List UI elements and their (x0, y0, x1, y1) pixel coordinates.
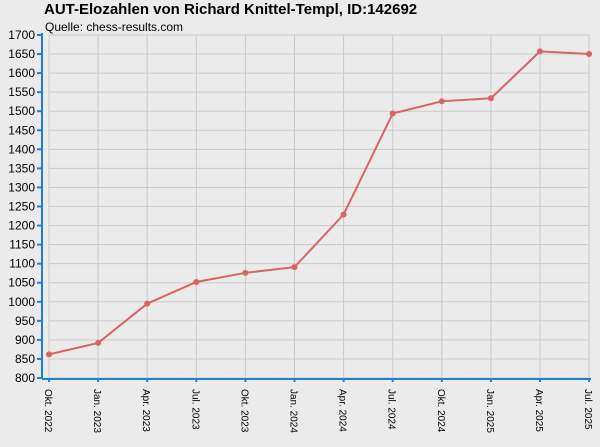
data-point (242, 269, 249, 276)
chart-source: Quelle: chess-results.com (45, 20, 184, 34)
x-tick-label: Jan. 2024 (288, 389, 299, 433)
y-tick-label: 800 (15, 371, 35, 385)
y-tick-label: 1400 (8, 142, 35, 156)
x-tick-label: Apr. 2025 (533, 389, 544, 432)
axis-layer: 800 850 900 950 1000 1050 1100 1150 1200 1250 1300… (8, 28, 593, 433)
data-point (537, 48, 543, 55)
y-tick-label: 1350 (8, 161, 35, 175)
data-point (487, 95, 494, 102)
data-point (340, 211, 347, 218)
data-point (193, 278, 200, 285)
data-point (291, 264, 298, 271)
y-tick-label: 1150 (9, 238, 35, 252)
y-tick-label: 1100 (9, 257, 35, 271)
data-point (438, 98, 445, 105)
y-tick-label: 1050 (8, 276, 35, 290)
y-tick-label: 900 (15, 333, 35, 347)
data-point (586, 51, 593, 58)
grid-layer (48, 34, 590, 379)
data-point (389, 110, 396, 117)
y-tick-label: 1200 (8, 219, 35, 233)
y-tick-label: 1700 (8, 28, 35, 42)
x-tick-label: Okt. 2023 (238, 389, 249, 433)
x-tick-label: Jan. 2023 (91, 389, 102, 433)
x-tick-label: Okt. 2024 (435, 389, 446, 433)
series-layer (46, 48, 593, 358)
x-tick-label: Okt. 2022 (42, 389, 53, 433)
data-point (144, 300, 151, 307)
x-tick-label: Jul. 2025 (582, 389, 593, 430)
x-tick-label: Jan. 2025 (484, 389, 495, 433)
data-point (95, 339, 102, 346)
data-point (46, 351, 52, 358)
y-tick-label: 850 (15, 352, 35, 366)
x-tick-label: Apr. 2023 (140, 389, 151, 432)
series-line (48, 50, 590, 356)
x-tick-label: Jul. 2023 (189, 389, 200, 430)
y-tick-label: 1450 (8, 123, 35, 137)
y-tick-label: 1650 (8, 47, 35, 61)
y-tick-label: 1000 (8, 295, 35, 309)
x-tick-label: Apr. 2024 (337, 389, 348, 432)
y-tick-label: 950 (15, 314, 35, 328)
chart-title: AUT-Elozahlen von Richard Knittel-Templ,… (44, 1, 418, 18)
y-tick-label: 1250 (8, 200, 35, 214)
y-tick-label: 1600 (8, 66, 35, 80)
y-tick-label: 1500 (8, 104, 35, 118)
y-tick-label: 1300 (8, 180, 35, 194)
x-tick-label: Jul. 2024 (386, 389, 397, 430)
y-tick-label: 1550 (8, 85, 35, 99)
